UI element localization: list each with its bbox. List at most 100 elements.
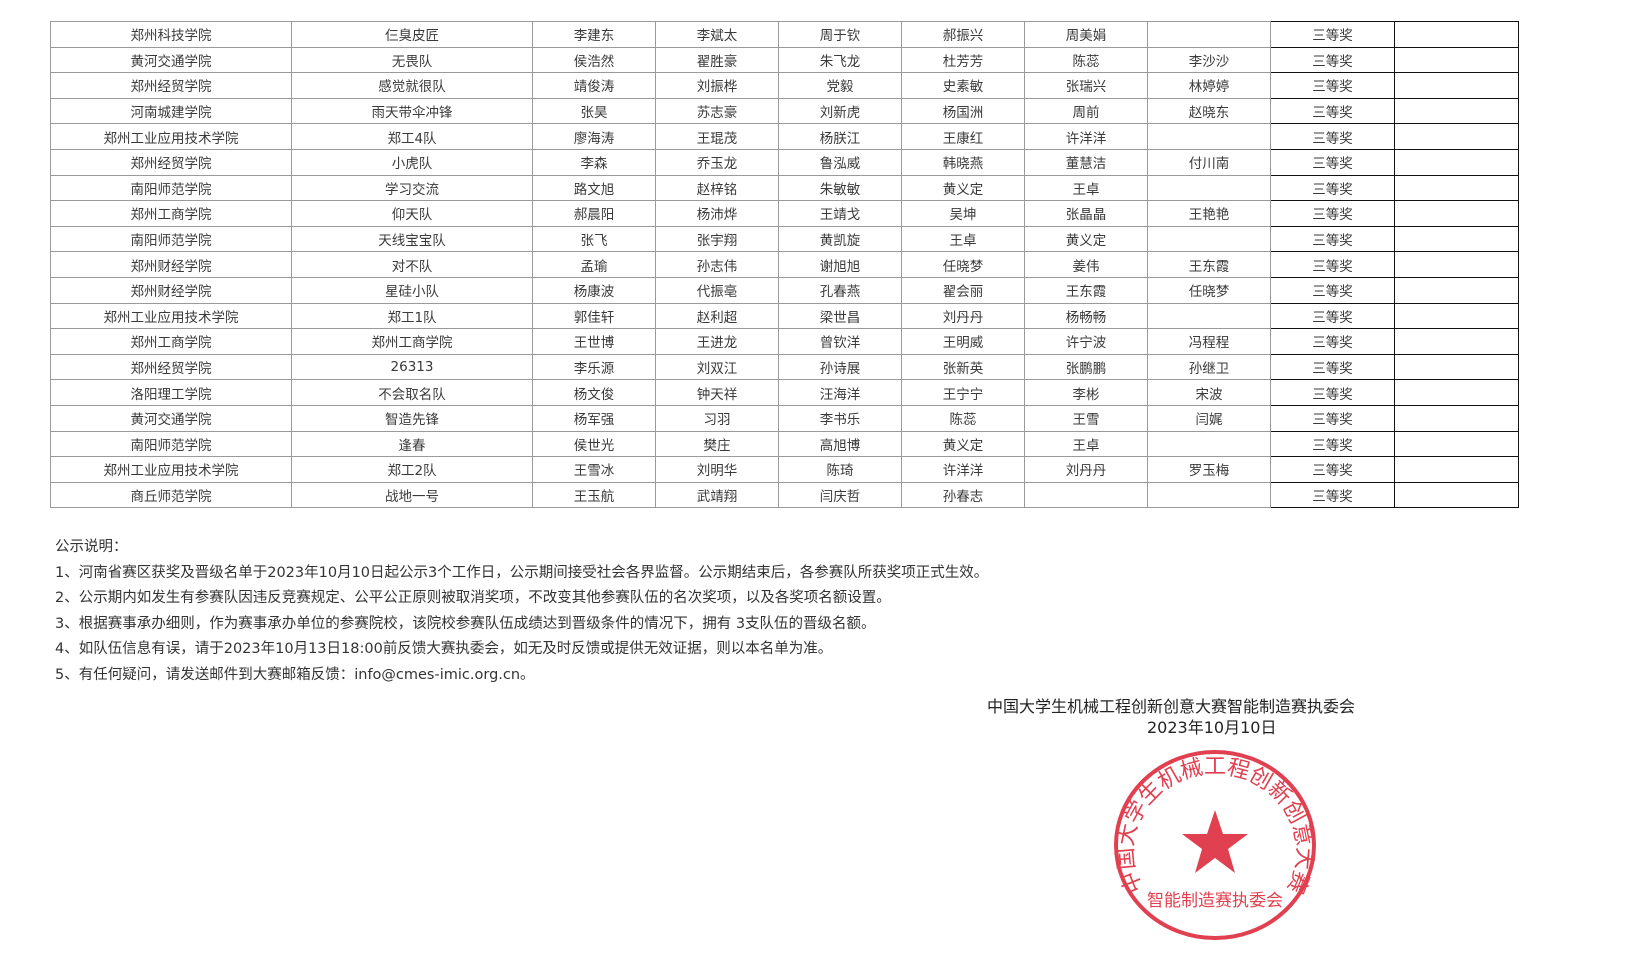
table-cell <box>1394 430 1519 458</box>
table-cell: 杨文俊 <box>532 379 656 406</box>
table-cell: 钟天祥 <box>655 379 779 406</box>
table-cell: 智造先锋 <box>291 404 533 432</box>
table-cell: 郑州科技学院 <box>50 21 292 48</box>
table-cell: 三等奖 <box>1270 174 1395 202</box>
table-cell: 朱敏敏 <box>778 174 902 202</box>
table-cell: 吴坤 <box>901 200 1025 227</box>
table-cell: 郑工2队 <box>291 456 533 483</box>
notes-title: 公示说明： <box>55 539 128 555</box>
table-cell: 郑州经贸学院 <box>50 353 292 381</box>
table-cell: 张飞 <box>532 225 656 253</box>
table-cell: 王玉航 <box>532 481 656 509</box>
table-cell: 党毅 <box>778 72 902 99</box>
table-cell: 杨朕江 <box>778 123 902 150</box>
table-row: 郑州工商学院 郑州工商学院 王世博 王进龙 曾钦洋 王明威 许宁波 冯程程 三等奖 <box>50 328 1519 355</box>
table-cell: 李斌太 <box>655 21 779 48</box>
table-cell: 三等奖 <box>1270 251 1395 278</box>
table-cell: 韩晓燕 <box>901 148 1025 176</box>
table-cell: 三等奖 <box>1270 404 1395 432</box>
table-cell: 董慧洁 <box>1024 148 1148 176</box>
table-cell <box>1394 123 1519 150</box>
table-cell: 孔春燕 <box>778 276 902 304</box>
table-row: 商丘师范学院 战地一号 王玉航 武靖翔 闫庆哲 孙春志 三等奖 <box>50 481 1519 509</box>
table-cell: 周于钦 <box>778 21 902 48</box>
table-cell: 南阳师范学院 <box>50 225 292 253</box>
table-cell: 许洋洋 <box>901 456 1025 483</box>
signature-block: 中国大学生机械工程创新创意大赛智能制造赛执委会 2023年10月10日 <box>987 697 1355 737</box>
note-item: 2、公示期内如发生有参赛队因违反竞赛规定、公平公正原则被取消奖项，不改变其他参赛… <box>55 590 891 607</box>
note-item: 4、如队伍信息有误，请于2023年10月13日18:00前反馈大赛执委会，如无及… <box>55 641 833 658</box>
table-cell: 路文旭 <box>532 174 656 202</box>
table-cell: 鲁泓威 <box>778 148 902 176</box>
table-cell: 史素敏 <box>901 72 1025 99</box>
table-cell: 三等奖 <box>1270 97 1395 125</box>
table-cell: 王艳艳 <box>1147 200 1271 227</box>
table-cell: 闫娓 <box>1147 404 1271 432</box>
table-cell: 郑州工业应用技术学院 <box>50 302 292 330</box>
table-cell: 许宁波 <box>1024 328 1148 355</box>
table-row: 洛阳理工学院 不会取名队 杨文俊 钟天祥 汪海洋 王宁宁 李彬 宋波 三等奖 <box>50 379 1519 406</box>
seal-bottom-text: 智能制造赛执委会 <box>1147 890 1283 911</box>
table-cell: 王东霞 <box>1024 276 1148 304</box>
table-cell: 王卓 <box>1024 174 1148 202</box>
table-cell <box>1394 328 1519 355</box>
table-cell: 梁世昌 <box>778 302 902 330</box>
table-cell: 张宇翔 <box>655 225 779 253</box>
table-cell: 李乐源 <box>532 353 656 381</box>
table-cell <box>1394 225 1519 253</box>
table-cell <box>1394 379 1519 406</box>
table-cell: 王琨茂 <box>655 123 779 150</box>
table-cell: 赵梓铭 <box>655 174 779 202</box>
table-cell: 三等奖 <box>1270 328 1395 355</box>
table-cell: 张昊 <box>532 97 656 125</box>
table-cell: 乔玉龙 <box>655 148 779 176</box>
note-item: 3、根据赛事承办细则，作为赛事承办单位的参赛院校，该院校参赛队伍成绩达到晋级条件… <box>55 615 876 632</box>
table-row: 郑州财经学院 星硅小队 杨康波 代振亳 孔春燕 翟会丽 王东霞 任晓梦 三等奖 <box>50 276 1519 304</box>
table-cell: 罗玉梅 <box>1147 456 1271 483</box>
star-icon <box>1182 810 1248 873</box>
table-cell: 代振亳 <box>655 276 779 304</box>
table-row: 南阳师范学院 天线宝宝队 张飞 张宇翔 黄凯旋 王卓 黄义定 三等奖 <box>50 225 1519 253</box>
table-cell: 刘新虎 <box>778 97 902 125</box>
table-cell: 张新英 <box>901 353 1025 381</box>
table-cell: 战地一号 <box>291 481 533 509</box>
table-cell: 天线宝宝队 <box>291 225 533 253</box>
table-cell: 郝振兴 <box>901 21 1025 48</box>
table-cell <box>1147 174 1271 202</box>
table-cell: 郑州工业应用技术学院 <box>50 123 292 150</box>
table-cell: 武靖翔 <box>655 481 779 509</box>
table-cell: 李彬 <box>1024 379 1148 406</box>
table-row: 黄河交通学院 智造先锋 杨军强 习羽 李书乐 陈蕊 王雪 闫娓 三等奖 <box>50 404 1519 432</box>
table-cell: 三等奖 <box>1270 302 1395 330</box>
table-cell <box>1394 456 1519 483</box>
table-cell <box>1394 200 1519 227</box>
table-cell <box>1147 123 1271 150</box>
table-cell: 汪海洋 <box>778 379 902 406</box>
table-cell: 任晓梦 <box>901 251 1025 278</box>
table-row: 郑州经贸学院 26313 李乐源 刘双江 孙诗展 张新英 张鹏鹏 孙继卫 三等奖 <box>50 353 1519 381</box>
table-cell: 孙继卫 <box>1147 353 1271 381</box>
table-cell: 郭佳轩 <box>532 302 656 330</box>
table-cell: 周美娟 <box>1024 21 1148 48</box>
table-cell <box>1147 302 1271 330</box>
table-row: 河南城建学院 雨天带伞冲锋 张昊 苏志豪 刘新虎 杨国洲 周前 赵晓东 三等奖 <box>50 97 1519 125</box>
table-cell: 张晶晶 <box>1024 200 1148 227</box>
table-cell <box>1147 481 1271 509</box>
table-cell: 郑州财经学院 <box>50 251 292 278</box>
table-cell <box>1394 97 1519 125</box>
table-cell <box>1024 481 1148 509</box>
table-cell: 三等奖 <box>1270 379 1395 406</box>
table-cell: 三等奖 <box>1270 456 1395 483</box>
table-cell <box>1394 148 1519 176</box>
table-cell: 许洋洋 <box>1024 123 1148 150</box>
table-cell: 习羽 <box>655 404 779 432</box>
table-cell: 杨国洲 <box>901 97 1025 125</box>
table-cell: 河南城建学院 <box>50 97 292 125</box>
table-cell: 刘振桦 <box>655 72 779 99</box>
table-cell <box>1147 21 1271 48</box>
table-cell: 张瑞兴 <box>1024 72 1148 99</box>
table-cell <box>1147 225 1271 253</box>
table-cell: 王进龙 <box>655 328 779 355</box>
table-cell: 杨军强 <box>532 404 656 432</box>
table-cell: 三等奖 <box>1270 430 1395 458</box>
